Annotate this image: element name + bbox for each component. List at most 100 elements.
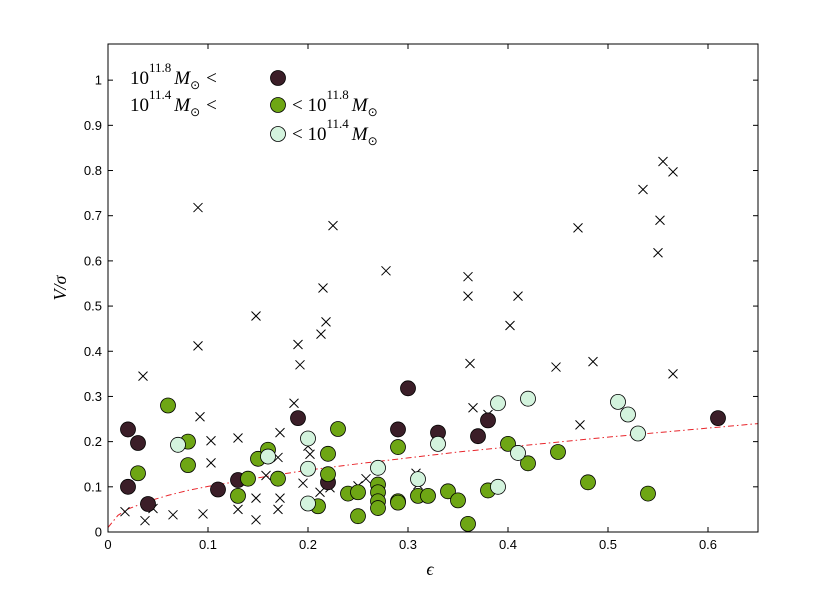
circle-point <box>480 412 496 429</box>
cross-stroke <box>193 202 203 213</box>
cross-stroke <box>261 470 271 481</box>
y-axis-label: V/σ <box>50 274 70 300</box>
circle-point <box>500 435 516 452</box>
data-marks-layer <box>120 156 726 532</box>
y-tick-label: 0.5 <box>84 299 102 314</box>
cross-stroke <box>575 420 585 430</box>
cross-stroke <box>463 271 473 282</box>
cross-stroke <box>668 368 678 379</box>
circle-point <box>490 478 506 495</box>
cross-point <box>316 329 326 339</box>
circle-point <box>630 425 646 442</box>
x-axis-label: ϵ <box>426 559 434 579</box>
cross-stroke <box>206 435 216 446</box>
legend-marker <box>270 70 286 86</box>
circle-point <box>510 445 526 461</box>
x-tick-label: 0.2 <box>299 537 317 552</box>
plot-background <box>108 44 758 532</box>
legend-label: 1011.4M⊙ < <box>130 87 217 119</box>
cross-point <box>198 509 208 519</box>
x-tick-label: 0.6 <box>699 537 717 552</box>
circle-point <box>550 444 566 460</box>
circle-point <box>370 500 386 516</box>
cross-stroke <box>275 493 285 503</box>
circle-point <box>580 474 596 491</box>
cross-point <box>193 202 203 213</box>
cross-stroke <box>316 329 326 339</box>
circle-point <box>620 406 636 423</box>
cross-stroke <box>318 283 328 293</box>
cross-point <box>275 427 285 438</box>
cross-point <box>295 359 305 370</box>
cross-point <box>289 398 299 409</box>
x-tick-label: 0 <box>104 537 111 552</box>
cross-point <box>138 371 148 381</box>
cross-stroke <box>251 493 261 503</box>
cross-stroke <box>273 504 283 515</box>
cross-point <box>298 478 308 489</box>
cross-stroke <box>193 340 203 351</box>
cross-stroke <box>293 339 303 350</box>
cross-point <box>658 156 668 167</box>
legend-label: 1011.8M⊙ < <box>130 60 217 92</box>
cross-point <box>195 411 205 422</box>
cross-stroke <box>551 362 561 372</box>
circle-point <box>440 483 456 500</box>
circle-point <box>470 428 486 445</box>
circle-point <box>120 478 136 495</box>
cross-stroke <box>465 358 475 369</box>
circle-point <box>430 435 446 452</box>
cross-stroke <box>251 311 261 321</box>
cross-point <box>315 487 325 498</box>
cross-point <box>261 470 271 481</box>
circle-point <box>400 380 416 397</box>
cross-point <box>551 362 561 372</box>
axes-layer: 0 0.1 0.2 0.3 0.4 0.5 0.6 0 0.1 0.2 0.3 0.4 0.5 0.6 0.… <box>84 44 758 552</box>
circle-point <box>330 421 346 437</box>
circle-point <box>640 485 656 502</box>
cross-point <box>381 265 391 276</box>
cross-point <box>653 247 663 258</box>
cross-point <box>321 317 331 327</box>
circle-point <box>370 459 386 476</box>
x-tick-label: 0.5 <box>599 537 617 552</box>
circle-point <box>300 495 316 512</box>
cross-stroke <box>513 291 523 301</box>
legend: 1011.8M⊙ <1011.4M⊙ < < 1011.8M⊙< 1011.4M⊙ <box>130 60 378 148</box>
cross-stroke <box>273 452 283 463</box>
cross-point <box>513 291 523 301</box>
cross-stroke <box>138 371 148 381</box>
legend-label: < 1011.4M⊙ <box>292 116 378 148</box>
y-tick-label: 0.3 <box>84 389 102 404</box>
cross-stroke <box>140 515 150 526</box>
circle-point <box>320 445 336 462</box>
cross-stroke <box>206 458 216 468</box>
cross-point <box>233 433 243 443</box>
circle-point <box>180 457 196 474</box>
circle-point <box>230 487 246 504</box>
cross-point <box>463 291 473 301</box>
cross-point <box>273 504 283 515</box>
circle-point <box>270 470 286 487</box>
cross-point <box>573 223 583 233</box>
cross-point <box>463 271 473 282</box>
circle-point <box>610 393 626 410</box>
circle-point <box>390 494 406 511</box>
circle-point <box>520 455 536 472</box>
cross-point <box>505 320 515 331</box>
x-tick-label: 0.1 <box>199 537 217 552</box>
circle-point <box>130 465 146 482</box>
cross-stroke <box>638 184 648 195</box>
cross-stroke <box>655 215 665 226</box>
cross-stroke <box>120 506 130 517</box>
cross-stroke <box>361 473 371 484</box>
cross-point <box>655 215 665 226</box>
cross-stroke <box>505 320 515 331</box>
cross-stroke <box>298 478 308 489</box>
cross-point <box>468 402 478 413</box>
cross-stroke <box>588 356 598 367</box>
circle-point <box>350 484 366 501</box>
cross-point <box>251 493 261 503</box>
circle-point <box>520 390 536 407</box>
cross-stroke <box>198 509 208 519</box>
